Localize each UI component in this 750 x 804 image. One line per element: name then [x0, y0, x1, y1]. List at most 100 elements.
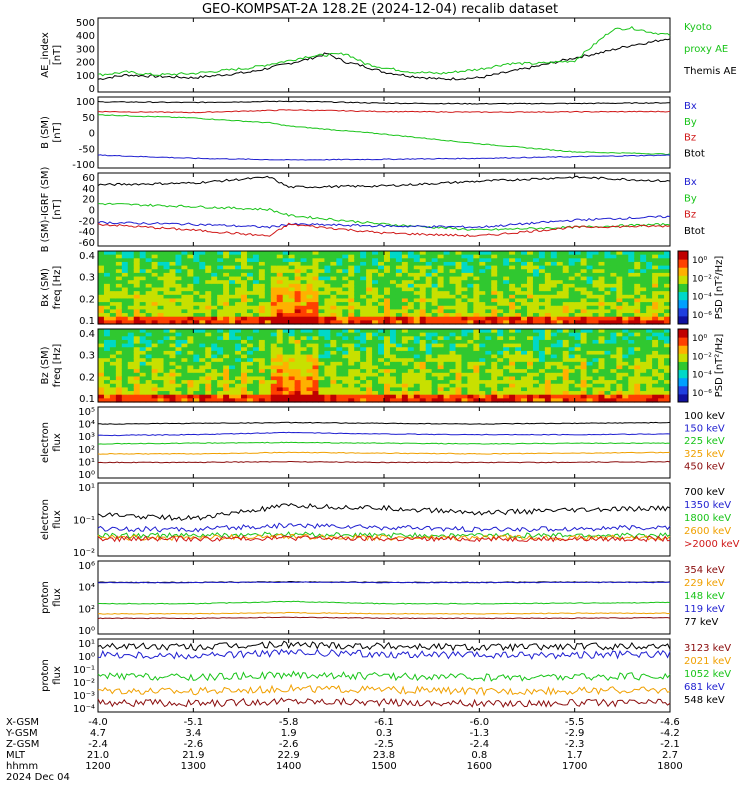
spectrogram-cell [604, 316, 612, 321]
spectrogram-cell [515, 350, 522, 356]
spectrogram-cell [604, 343, 612, 348]
spectrogram-cell [205, 372, 212, 378]
spectrogram-cell [497, 336, 504, 341]
spectrogram-cell [461, 291, 469, 296]
ytick-label-bsm: 50 [82, 113, 95, 124]
spectrogram-cell [634, 258, 641, 263]
spectrogram-cell [241, 347, 248, 352]
spectrogram-cell [175, 316, 183, 321]
spectrogram-cell [133, 316, 141, 321]
spectrogram-cell [384, 354, 391, 359]
spectrogram-cell [521, 380, 528, 385]
spectrogram-cell [515, 265, 522, 270]
spectrogram-cell [121, 372, 129, 378]
spectrogram-cell [652, 336, 659, 341]
spectrogram-cell [467, 350, 474, 356]
spectrogram-cell [604, 309, 612, 314]
spectrogram-cell [568, 354, 576, 359]
spectrogram-cell [103, 251, 111, 256]
spectrogram-cell [282, 272, 290, 278]
spectrogram-cell [139, 361, 147, 367]
spectrogram-cell [235, 251, 242, 256]
ytick-label-bx_spec: 0.4 [79, 251, 95, 262]
spectrogram-cell [175, 276, 183, 281]
spectrogram-cell [360, 332, 367, 337]
spectrogram-cell [312, 339, 320, 345]
spectrogram-cell [634, 287, 641, 292]
spectrogram-cell [479, 305, 486, 310]
spectrogram-cell [133, 305, 141, 310]
spectrogram-cell [622, 283, 629, 289]
spectrogram-cell [413, 269, 421, 274]
spectrogram-cell [503, 350, 510, 356]
spectrogram-cell [342, 294, 349, 300]
spectrogram-cell [151, 261, 159, 267]
spectrogram-cell [288, 251, 296, 256]
spectrogram-cell [139, 369, 147, 374]
spectrogram-cell [306, 269, 314, 274]
spectrogram-cell [437, 387, 445, 392]
spectrogram-cell [580, 283, 588, 289]
spectrogram-cell [175, 398, 183, 403]
spectrogram-cell [372, 391, 379, 396]
spectrogram-cell [127, 376, 135, 381]
colorbar-segment [678, 369, 688, 379]
spectrogram-cell [127, 354, 135, 359]
spectrogram-cell [491, 313, 498, 318]
spectrogram-cell [264, 329, 272, 334]
spectrogram-cell [103, 350, 111, 356]
spectrogram-cell [258, 350, 266, 356]
spectrogram-cell [413, 313, 421, 318]
spectrogram-cell [187, 276, 194, 281]
spectrogram-cell [115, 398, 123, 403]
spectrogram-cell [413, 332, 421, 337]
spectrogram-cell [294, 350, 302, 356]
spectrogram-cell [145, 350, 153, 356]
spectrogram-cell [574, 302, 582, 307]
spectrogram-cell [431, 280, 439, 285]
spectrogram-cell [133, 309, 141, 314]
spectrogram-cell [336, 272, 343, 278]
spectrogram-cell [407, 283, 415, 289]
spectrogram-cell [366, 380, 373, 385]
spectrogram-cell [473, 287, 480, 292]
spectrogram-cell [330, 251, 337, 256]
spectrogram-cell [616, 272, 623, 278]
spectrogram-cell [384, 350, 391, 356]
spectrogram-cell [348, 291, 355, 296]
spectrogram-cell [342, 272, 349, 278]
spectrogram-cell [241, 251, 248, 256]
spectrogram-cell [294, 391, 302, 396]
spectrogram-cell [443, 365, 451, 370]
spectrogram-cell [556, 298, 564, 303]
spectrogram-cell [282, 294, 290, 300]
spectrogram-cell [664, 254, 671, 259]
spectrogram-cell [348, 251, 355, 256]
spectrogram-cell [527, 276, 534, 281]
spectrogram-cell [235, 298, 242, 303]
spectrogram-cell [378, 336, 385, 341]
spectrogram-cell [175, 269, 183, 274]
spectrogram-cell [151, 294, 159, 300]
spectrogram-cell [509, 361, 516, 367]
spectrogram-cell [431, 258, 439, 263]
spectrogram-cell [348, 354, 355, 359]
spectrogram-cell [169, 283, 177, 289]
spectrogram-cell [443, 265, 451, 270]
spectrogram-cell [401, 329, 409, 334]
spectrogram-cell [360, 283, 367, 289]
spectrogram-cell [509, 332, 516, 337]
ytick-label-bsm: -100 [72, 160, 95, 171]
spectrogram-cell [378, 280, 385, 285]
spectrogram-cell [109, 350, 117, 356]
spectrogram-cell [586, 365, 594, 370]
legend-entry: Kyoto [684, 22, 712, 33]
spectrogram-cell [199, 365, 206, 370]
spectrogram-cell [324, 361, 331, 367]
spectrogram-cell [491, 369, 498, 374]
spectrogram-cell [616, 343, 623, 348]
spectrogram-cell [407, 298, 415, 303]
spectrogram-cell [133, 265, 141, 270]
spectrogram-cell [294, 316, 302, 321]
spectrogram-cell [98, 254, 105, 259]
